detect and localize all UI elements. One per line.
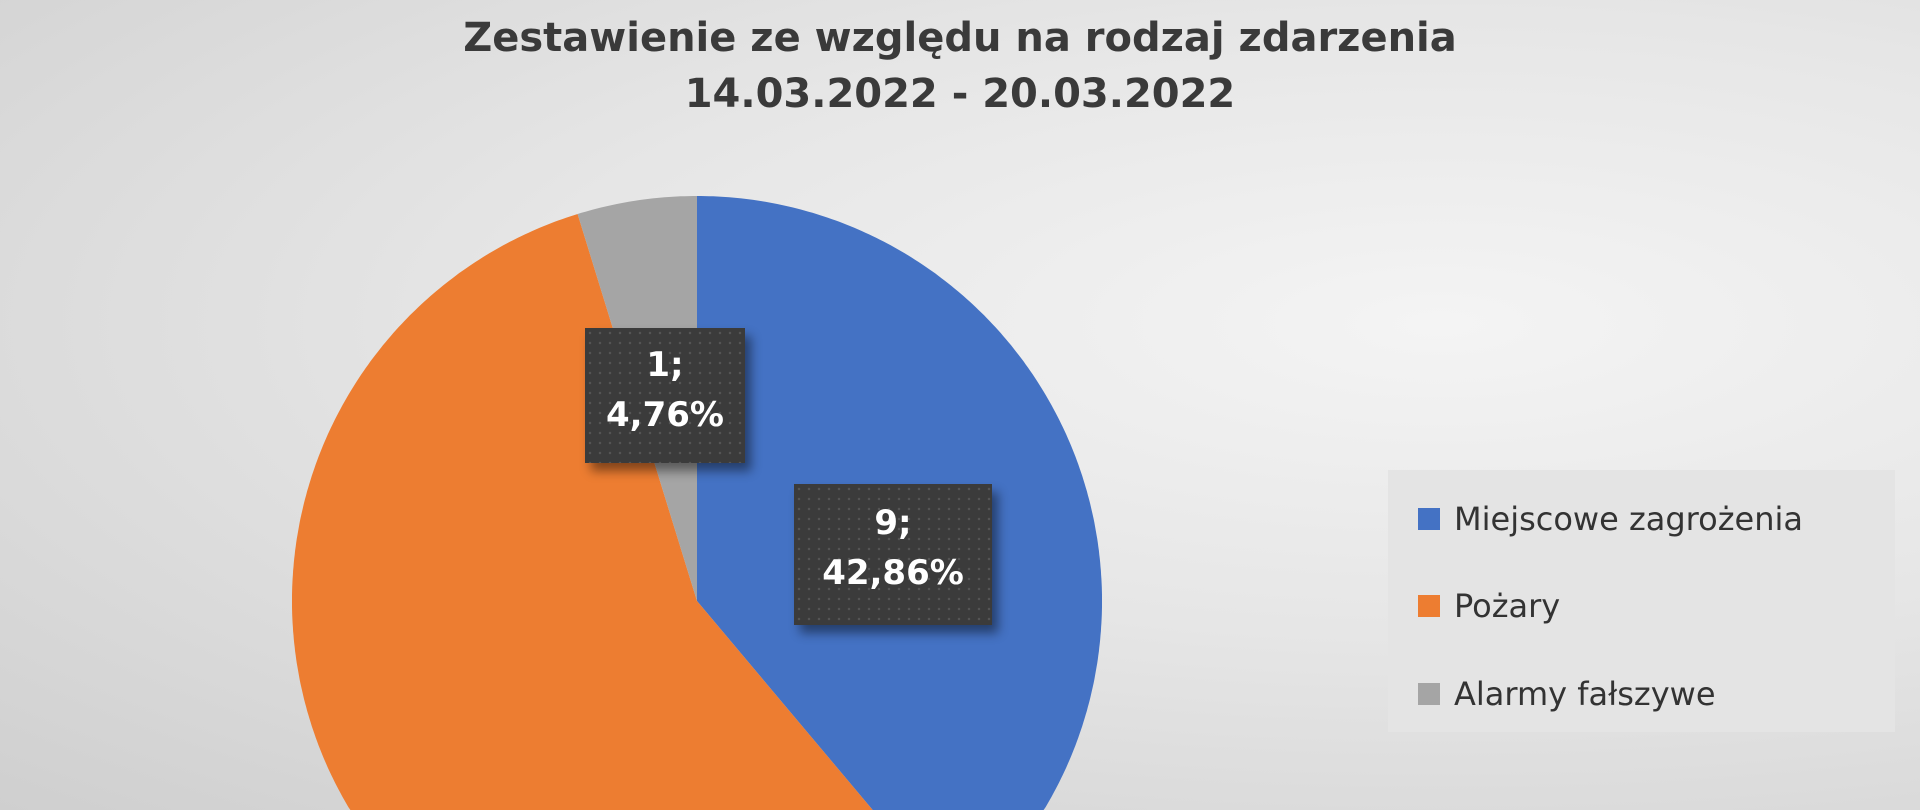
label-value: 1;: [646, 345, 684, 385]
legend-swatch: [1418, 683, 1440, 705]
data-label-alarmy: 1; 4,76%: [585, 328, 745, 463]
legend-item-pozary: Pożary: [1418, 587, 1560, 625]
label-percent: 4,76%: [606, 395, 724, 435]
legend-swatch: [1418, 595, 1440, 617]
label-value: 9;: [874, 503, 912, 543]
subtitle-line: 14.03.2022 - 20.03.2022: [684, 71, 1236, 117]
legend-label: Alarmy fałszywe: [1454, 675, 1716, 713]
legend-label: Pożary: [1454, 587, 1561, 625]
legend: Miejscowe zagrożenia Pożary Alarmy fałsz…: [1388, 470, 1895, 732]
legend-label: Miejscowe zagrożenia: [1454, 500, 1803, 538]
legend-item-miejscowe: Miejscowe zagrożenia: [1418, 500, 1803, 538]
slice-pozary: [292, 214, 873, 810]
label-percent: 42,86%: [822, 553, 964, 593]
legend-item-alarmy: Alarmy fałszywe: [1418, 675, 1716, 713]
title-line: Zestawienie ze względu na rodzaj zdarzen…: [463, 15, 1457, 61]
legend-swatch: [1418, 508, 1440, 530]
chart-title: Zestawienie ze względu na rodzaj zdarzen…: [0, 10, 1920, 122]
data-label-miejscowe: 9; 42,86%: [794, 484, 992, 625]
